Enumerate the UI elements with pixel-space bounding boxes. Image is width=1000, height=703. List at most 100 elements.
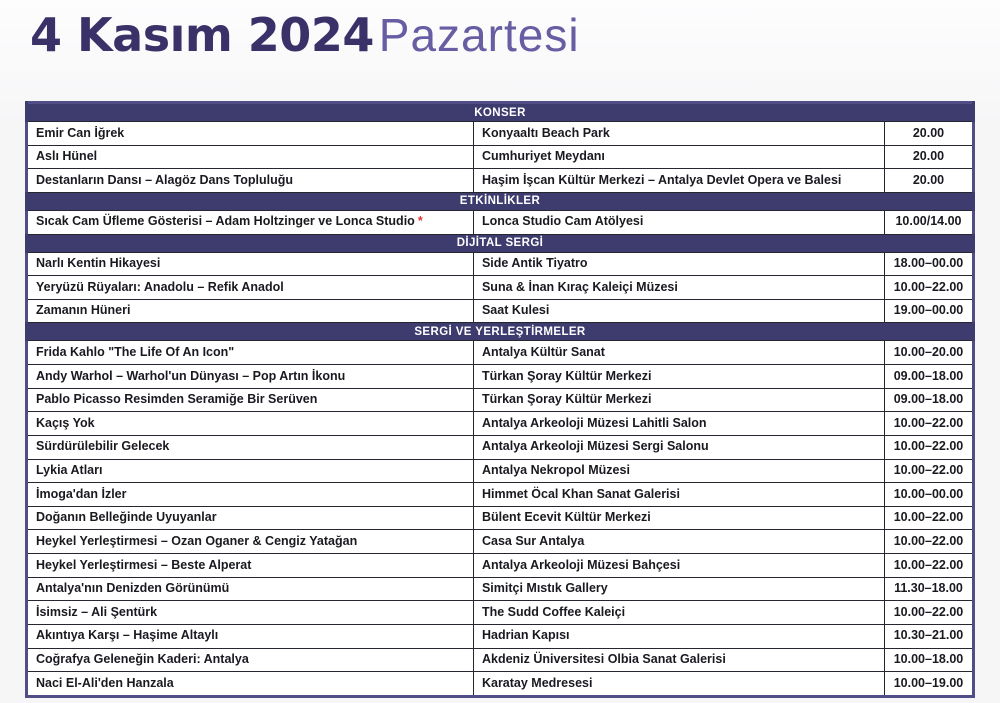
event-name: Sürdürülebilir Gelecek [36, 439, 170, 454]
event-name: Coğrafya Geleneğin Kaderi: Antalya [36, 652, 249, 666]
section-header-row: ETKİNLİKLER [25, 191, 975, 211]
section-header-row: KONSER [25, 102, 975, 122]
event-name-cell: İmoga'dan İzler [26, 482, 474, 507]
venue-cell: Antalya Arkeoloji Müzesi Bahçesi [472, 553, 885, 578]
page-title-weekday: Pazartesi [378, 9, 580, 61]
page-title-date: 4 Kasım 2024 [30, 8, 374, 62]
event-name-cell: Aslı Hünel [26, 144, 474, 170]
venue-cell: Akdeniz Üniversitesi Olbia Sanat Galeris… [472, 647, 885, 673]
venue-cell: The Sudd Coffee Kaleiçi [472, 600, 885, 625]
event-name-cell: Akıntıya Karşı – Haşime Altaylı [26, 623, 474, 649]
event-name: Naci El-Ali'den Hanzala [36, 675, 174, 690]
event-row: Lykia Atları Antalya Nekropol Müzesi 10.00… [26, 458, 975, 484]
event-name-cell: Zamanın Hüneri [26, 298, 474, 324]
event-row: Andy Warhol – Warhol'un Dünyası – Pop Ar… [26, 364, 975, 389]
event-row: Doğanın Belleğinde Uyuyanlar Bülent Ecevi… [26, 505, 975, 531]
time-cell: 19.00–00.00 [883, 298, 975, 324]
event-name: Doğanın Belleğinde Uyuyanlar [36, 510, 217, 525]
event-name-cell: Sıcak Cam Üfleme Gösterisi – Adam Holtzi… [26, 209, 474, 235]
venue-cell: Suna & İnan Kıraç Kaleiçi Müzesi [472, 275, 885, 300]
venue-cell: Antalya Kültür Sanat [472, 340, 885, 365]
section-header-label: ETKİNLİKLER [25, 191, 975, 211]
event-row: Coğrafya Geleneğin Kaderi: Antalya Akdeni… [26, 647, 975, 673]
time-cell: 10.00–00.00 [883, 482, 975, 507]
event-name-cell: Andy Warhol – Warhol'un Dünyası – Pop Ar… [26, 364, 474, 389]
event-row: Destanların Dansı – Alagöz Dans Topluluğ… [26, 168, 975, 193]
venue-cell: Hadrian Kapısı [472, 623, 885, 649]
event-row: Zamanın Hüneri Saat Kulesi 19.00–00.00 [26, 298, 975, 324]
section-header-row: SERGİ VE YERLEŞTİRMELER [25, 322, 975, 342]
event-name-cell: Emir Can İğrek [26, 121, 474, 146]
event-row: Naci El-Ali'den Hanzala Karatay Medresesi… [26, 671, 975, 697]
time-cell: 20.00 [883, 121, 975, 146]
event-name: Heykel Yerleştirmesi – Ozan Oganer & Cen… [36, 533, 358, 548]
event-row: Pablo Picasso Resimden Seramiğe Bir Serü… [26, 387, 975, 413]
event-name: Andy Warhol – Warhol'un Dünyası – Pop Ar… [36, 368, 346, 383]
event-row: Frida Kahlo "The Life Of An Icon" Antalya… [26, 340, 975, 365]
venue-cell: Türkan Şoray Kültür Merkezi [472, 364, 885, 389]
time-cell: 10.00–22.00 [883, 458, 975, 484]
time-cell: 10.00–20.00 [883, 340, 975, 365]
venue-cell: Side Antik Tiyatro [472, 251, 885, 277]
time-cell: 10.00–22.00 [883, 411, 975, 436]
section-header-label: KONSER [25, 102, 975, 122]
event-name-cell: Pablo Picasso Resimden Seramiğe Bir Serü… [26, 387, 474, 413]
event-name: Lykia Atları [36, 463, 103, 477]
time-cell: 20.00 [883, 144, 975, 170]
time-cell: 10.00–22.00 [883, 434, 975, 460]
event-name: Aslı Hünel [36, 149, 98, 164]
time-cell: 10.30–21.00 [883, 623, 975, 649]
event-name: Sıcak Cam Üfleme Gösterisi – Adam Holtzi… [36, 214, 415, 229]
section-header-label: SERGİ VE YERLEŞTİRMELER [25, 322, 975, 342]
event-name: Zamanın Hüneri [36, 303, 131, 318]
event-name: Pablo Picasso Resimden Seramiğe Bir Serü… [36, 392, 318, 407]
event-schedule-table: KONSER Emir Can İğrek Konyaaltı Beach Park… [25, 101, 975, 698]
venue-cell: Himmet Öcal Khan Sanat Galerisi [472, 482, 885, 507]
time-cell: 09.00–18.00 [883, 364, 975, 389]
event-name-cell: Doğanın Belleğinde Uyuyanlar [26, 505, 474, 531]
time-cell: 10.00–18.00 [883, 647, 975, 673]
venue-cell: Karatay Medresesi [472, 671, 885, 697]
event-row: Narlı Kentin Hikayesi Side Antik Tiyatro 1… [26, 251, 975, 277]
time-cell: 10.00–22.00 [883, 553, 975, 578]
event-name-cell: Yeryüzü Rüyaları: Anadolu – Refik Anadol [26, 275, 474, 300]
venue-cell: Cumhuriyet Meydanı [472, 144, 885, 170]
event-row: Kaçış Yok Antalya Arkeoloji Müzesi Lahitl… [26, 411, 975, 436]
event-row: İmoga'dan İzler Himmet Öcal Khan Sanat Ga… [26, 482, 975, 507]
event-name: Destanların Dansı – Alagöz Dans Topluluğ… [36, 172, 293, 187]
venue-cell: Antalya Arkeoloji Müzesi Lahitli Salon [472, 411, 885, 436]
event-name: Yeryüzü Rüyaları: Anadolu – Refik Anadol [36, 279, 284, 294]
event-row: Emir Can İğrek Konyaaltı Beach Park 20.00 [26, 121, 975, 146]
event-name-cell: Heykel Yerleştirmesi – Beste Alperat [26, 553, 474, 578]
venue-cell: Saat Kulesi [472, 298, 885, 324]
event-row: Heykel Yerleştirmesi – Ozan Oganer & Cen… [26, 529, 975, 554]
event-row: Sürdürülebilir Gelecek Antalya Arkeoloji … [26, 434, 975, 460]
time-cell: 18.00–00.00 [883, 251, 975, 277]
page-title: 4 Kasım 2024 Pazartesi [30, 8, 580, 62]
time-cell: 10.00–22.00 [883, 529, 975, 554]
event-name-cell: Naci El-Ali'den Hanzala [26, 671, 474, 697]
event-name-cell: Kaçış Yok [26, 411, 474, 436]
venue-cell: Türkan Şoray Kültür Merkezi [472, 387, 885, 413]
time-cell: 10.00/14.00 [883, 209, 975, 235]
time-cell: 10.00–22.00 [883, 505, 975, 531]
event-row: İsimsiz – Ali Şentürk The Sudd Coffee Kal… [26, 600, 975, 625]
event-row: Antalya'nın Denizden Görünümü Simitçi Mıs… [26, 576, 975, 602]
event-name-cell: Lykia Atları [26, 458, 474, 484]
time-cell: 10.00–22.00 [883, 600, 975, 625]
event-row: Sıcak Cam Üfleme Gösterisi – Adam Holtzi… [26, 209, 975, 235]
time-cell: 09.00–18.00 [883, 387, 975, 413]
event-name-cell: İsimsiz – Ali Şentürk [26, 600, 474, 625]
venue-cell: Lonca Studio Cam Atölyesi [472, 209, 885, 235]
event-name: Narlı Kentin Hikayesi [36, 256, 161, 270]
event-name: İsimsiz – Ali Şentürk [36, 604, 158, 619]
venue-cell: Bülent Ecevit Kültür Merkezi [472, 505, 885, 531]
venue-cell: Konyaaltı Beach Park [472, 121, 885, 146]
time-cell: 20.00 [883, 168, 975, 193]
event-name: Kaçış Yok [36, 415, 95, 430]
event-name: Heykel Yerleştirmesi – Beste Alperat [36, 557, 252, 572]
event-name-cell: Heykel Yerleştirmesi – Ozan Oganer & Cen… [26, 529, 474, 554]
venue-cell: Antalya Arkeoloji Müzesi Sergi Salonu [472, 434, 885, 460]
time-cell: 10.00–22.00 [883, 275, 975, 300]
